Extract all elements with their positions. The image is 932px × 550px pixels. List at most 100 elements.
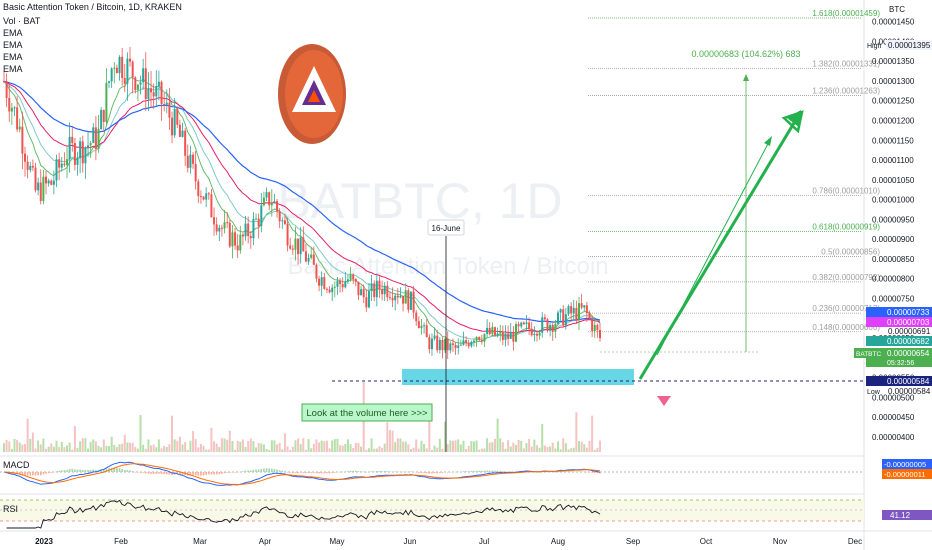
volume-bar: [318, 442, 321, 452]
candle-body: [402, 296, 405, 304]
macd-histogram-bar: [273, 468, 276, 472]
candle-body: [5, 81, 8, 98]
macd-histogram-bar: [134, 472, 137, 473]
price-tick: 0.00000800: [872, 275, 915, 284]
macd-histogram-bar: [218, 472, 221, 475]
candle-body: [100, 109, 103, 130]
macd-histogram-bar: [74, 469, 76, 472]
volume-bar: [197, 447, 200, 452]
candle-body: [236, 245, 239, 251]
candle-body: [213, 217, 216, 225]
candle-body: [428, 337, 431, 350]
macd-histogram-bar: [207, 472, 210, 475]
volume-bar: [39, 444, 42, 452]
macd-histogram-bar: [139, 472, 142, 473]
candlesticks: [3, 46, 601, 359]
candle-body: [433, 335, 436, 339]
candle-body: [181, 130, 184, 137]
candle-body: [488, 327, 491, 335]
price-tick: 0.00000450: [872, 413, 915, 422]
low-value: 0.00000584: [888, 387, 931, 396]
macd-value1-tag: [882, 459, 932, 469]
candle-body: [436, 335, 439, 351]
volume-bar: [129, 442, 132, 452]
support-zone[interactable]: [402, 369, 634, 385]
macd-histogram-bar: [412, 471, 415, 473]
macd-histogram-bar: [18, 472, 21, 475]
volume-bar: [420, 440, 423, 452]
volume-bar: [181, 444, 184, 452]
candle-body: [52, 180, 55, 185]
candle-body: [407, 290, 410, 310]
macd-histogram-bar: [181, 472, 184, 475]
volume-bar: [304, 449, 307, 452]
macd-histogram-bar: [32, 472, 34, 476]
candle-body: [504, 333, 507, 340]
fib-label: 1.236(0.00001263): [812, 87, 880, 96]
bat-logo: [278, 44, 346, 144]
volume-bar: [102, 439, 105, 452]
candle-body: [417, 321, 420, 329]
volume-bar: [139, 415, 142, 452]
candle-body: [354, 278, 357, 282]
volume-bar: [84, 438, 87, 452]
june-label: 16-June: [432, 224, 461, 233]
time-axis[interactable]: 2023 Feb Mar Apr May Jun Jul Aug Sep Oct Nov Dec: [35, 537, 862, 546]
macd-histogram-bar: [16, 472, 18, 475]
macd-histogram-bar: [420, 472, 423, 473]
candle-body: [262, 197, 265, 206]
candle-body: [457, 345, 460, 349]
volume-bar: [247, 441, 250, 452]
macd-histogram-bar: [223, 472, 226, 474]
candle-body: [444, 338, 447, 351]
macd-histogram-bar: [504, 471, 507, 472]
time-tick: Mar: [193, 537, 207, 546]
volume-bar: [71, 449, 74, 452]
macd-histogram-bar: [281, 470, 284, 472]
measure-label: 0.00000683 (104.62%) 683: [691, 49, 800, 59]
volume-bar: [501, 442, 504, 452]
volume-bars: [3, 382, 601, 452]
candle-body: [412, 291, 415, 313]
candle-body: [147, 88, 150, 100]
macd-histogram-bar: [368, 471, 370, 473]
candle-body: [218, 227, 221, 232]
volume-bar: [42, 438, 45, 452]
candle-body: [425, 325, 428, 338]
macd-histogram-bar: [100, 469, 102, 472]
volume-bar: [236, 440, 239, 452]
macd-histogram-bar: [425, 472, 428, 474]
candle-body: [129, 58, 132, 62]
macd-histogram-bar: [457, 471, 460, 473]
volume-bar: [467, 445, 470, 452]
candle-body: [567, 306, 570, 315]
macd-histogram-bar: [349, 470, 352, 472]
candle-body: [370, 283, 373, 292]
macd-histogram-bar: [310, 472, 312, 473]
candle-body: [113, 67, 116, 69]
macd-panel: [0, 461, 864, 486]
volume-bar: [404, 441, 407, 452]
macd-histogram-bar: [152, 472, 155, 475]
volume-bar: [491, 442, 494, 452]
candle-body: [118, 56, 121, 74]
volume-bar: [29, 438, 32, 452]
macd-histogram-bar: [50, 472, 53, 473]
candle-body: [449, 343, 452, 351]
candle-body: [383, 285, 386, 295]
volume-bar: [470, 441, 473, 452]
indicator-ema-1: EMA: [3, 28, 23, 38]
macd-histogram-bar: [373, 471, 376, 472]
price-tick: 0.00001000: [872, 196, 915, 205]
macd-histogram-bar: [318, 472, 320, 474]
fib-label: 0.148(0.00000666): [812, 323, 880, 332]
candle-body: [415, 312, 418, 322]
candle-body: [108, 81, 111, 83]
candle-body: [281, 220, 284, 222]
volume-bar: [52, 446, 55, 452]
volume-bar: [310, 448, 313, 452]
volume-bar: [307, 439, 310, 452]
candle-body: [142, 68, 145, 83]
macd-histogram-bar: [404, 471, 407, 472]
